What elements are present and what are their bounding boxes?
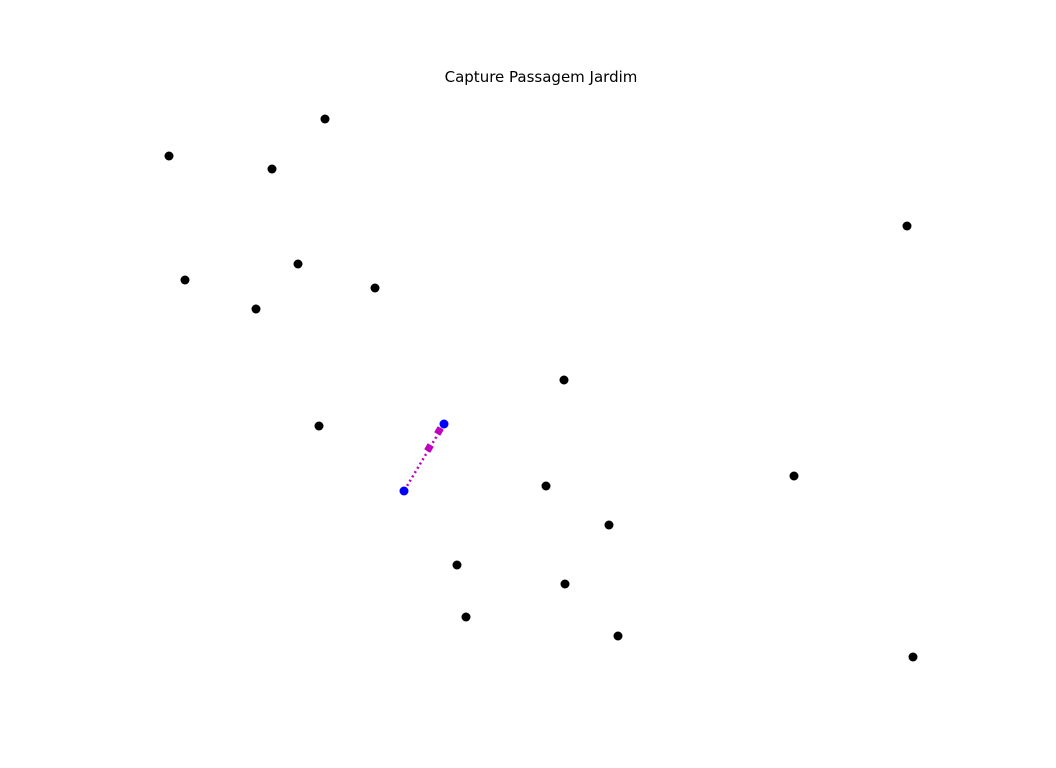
chart-title: Capture Passagem Jardim bbox=[444, 68, 638, 86]
node-layer bbox=[164, 114, 918, 662]
node-point bbox=[541, 481, 551, 491]
node-point bbox=[902, 221, 912, 231]
node-point bbox=[908, 652, 918, 662]
node-point bbox=[461, 612, 471, 622]
node-point bbox=[267, 164, 277, 174]
endpoint-layer bbox=[399, 419, 449, 496]
node-point bbox=[560, 579, 570, 589]
node-point bbox=[559, 375, 569, 385]
node-point bbox=[789, 471, 799, 481]
node-point bbox=[370, 283, 380, 293]
node-point bbox=[251, 304, 261, 314]
node-point bbox=[180, 275, 190, 285]
node-point bbox=[604, 520, 614, 530]
path-layer bbox=[402, 423, 446, 492]
path-waypoint bbox=[424, 443, 434, 453]
endpoint-point bbox=[399, 486, 409, 496]
node-point bbox=[314, 421, 324, 431]
node-point bbox=[293, 259, 303, 269]
path-line bbox=[402, 423, 446, 492]
node-point bbox=[452, 560, 462, 570]
node-point bbox=[613, 631, 623, 641]
path-waypoint bbox=[434, 426, 444, 436]
node-point bbox=[320, 114, 330, 124]
endpoint-point bbox=[439, 419, 449, 429]
node-point bbox=[164, 151, 174, 161]
